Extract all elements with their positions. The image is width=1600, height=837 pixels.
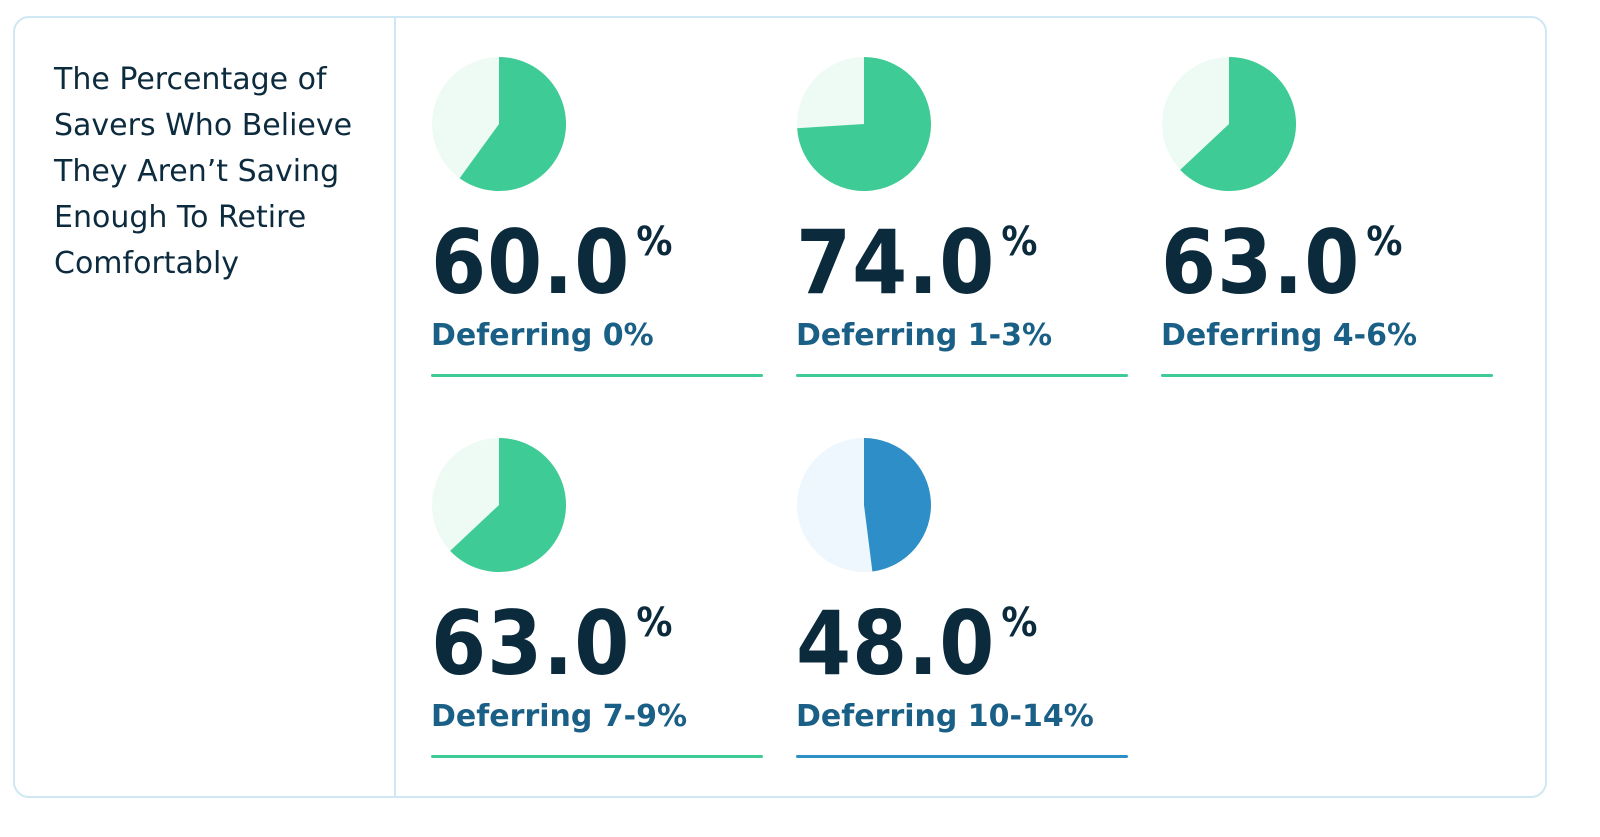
underline-rule xyxy=(796,374,1128,377)
category-label: Deferring 7-9% xyxy=(431,699,688,734)
pie-panel: 63.0% Deferring 4-6% xyxy=(1161,56,1493,386)
chart-title: The Percentage of Savers Who Believe The… xyxy=(54,62,353,281)
pie-panel: 60.0% Deferring 0% xyxy=(431,56,763,386)
value-number: 74.0 xyxy=(796,211,996,314)
category-label: Deferring 10-14% xyxy=(796,699,1094,734)
pie-value-slice xyxy=(459,57,567,191)
pie-panel: 63.0% Deferring 7-9% xyxy=(431,437,763,767)
pie-value-slice xyxy=(797,57,931,191)
value-readout: 63.0% xyxy=(1161,218,1402,308)
pie-panel: 48.0% Deferring 10-14% xyxy=(796,437,1128,767)
pie-chart xyxy=(432,57,567,191)
category-label: Deferring 1-3% xyxy=(796,318,1053,353)
value-number: 63.0 xyxy=(1161,211,1361,314)
pie-chart xyxy=(432,438,567,572)
pie-panel: 74.0% Deferring 1-3% xyxy=(796,56,1128,386)
category-label: Deferring 0% xyxy=(431,318,654,353)
value-readout: 63.0% xyxy=(431,599,672,689)
underline-rule xyxy=(431,755,763,758)
underline-rule xyxy=(1161,374,1493,377)
value-readout: 48.0% xyxy=(796,599,1037,689)
value-readout: 74.0% xyxy=(796,218,1037,308)
percent-sign: % xyxy=(1001,600,1038,646)
pie-chart xyxy=(797,438,931,572)
underline-rule xyxy=(796,755,1128,758)
percent-sign: % xyxy=(636,600,673,646)
value-readout: 60.0% xyxy=(431,218,672,308)
value-number: 60.0 xyxy=(431,211,631,314)
column-divider xyxy=(394,16,396,798)
pie-chart xyxy=(797,57,931,191)
value-number: 48.0 xyxy=(796,592,996,695)
underline-rule xyxy=(431,374,763,377)
percent-sign: % xyxy=(1001,219,1038,265)
pie-value-slice xyxy=(1180,57,1297,191)
pie-chart xyxy=(1162,57,1297,191)
value-number: 63.0 xyxy=(431,592,631,695)
category-label: Deferring 4-6% xyxy=(1161,318,1418,353)
pie-value-slice xyxy=(450,438,567,572)
pie-value-slice xyxy=(864,438,931,572)
percent-sign: % xyxy=(636,219,673,265)
percent-sign: % xyxy=(1366,219,1403,265)
